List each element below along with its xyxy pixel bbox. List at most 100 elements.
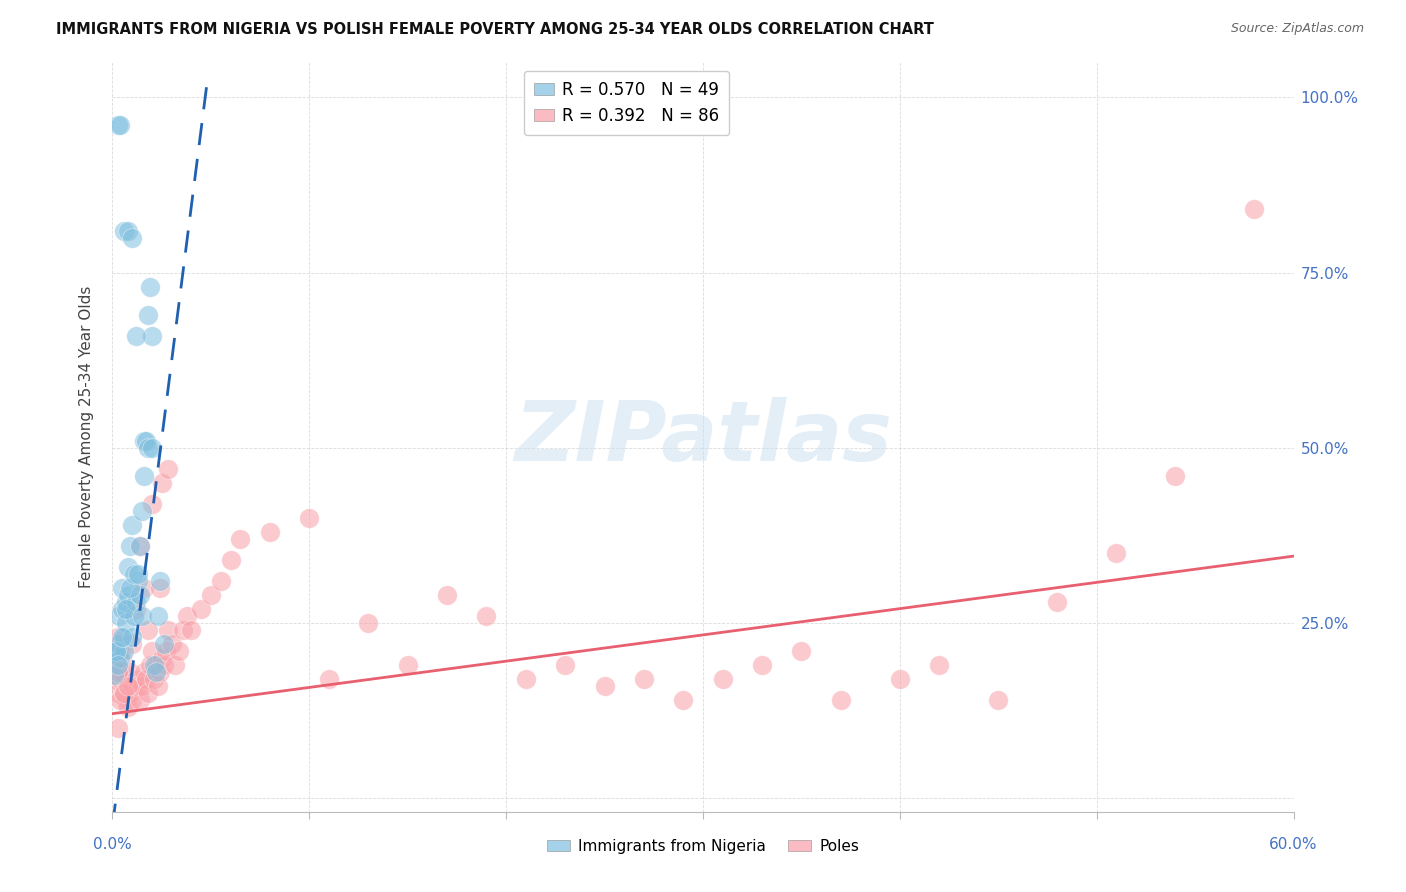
Point [1164, 468, 1187, 483]
Text: Source: ZipAtlas.com: Source: ZipAtlas.com [1230, 22, 1364, 36]
Point [141, 643, 163, 657]
Point [169, 643, 191, 657]
Point [107, 119, 129, 133]
Point [132, 581, 155, 595]
Point [105, 650, 128, 665]
Point [259, 524, 281, 539]
Point [107, 657, 129, 672]
Point [110, 650, 132, 665]
Point [1243, 202, 1265, 217]
Point [111, 650, 134, 665]
Point [120, 539, 142, 553]
Point [200, 588, 222, 602]
Point [1105, 546, 1128, 560]
Point [108, 608, 131, 623]
Point [129, 539, 152, 553]
Point [298, 510, 321, 524]
Point [125, 328, 148, 343]
Point [121, 230, 143, 244]
Point [146, 608, 169, 623]
Point [117, 559, 139, 574]
Point [129, 692, 152, 706]
Point [112, 672, 135, 686]
Point [129, 539, 152, 553]
Point [105, 643, 128, 657]
Point [112, 223, 135, 237]
Point [125, 594, 148, 608]
Point [139, 657, 162, 672]
Point [115, 594, 138, 608]
Point [112, 686, 135, 700]
Point [136, 623, 159, 637]
Point [150, 650, 173, 665]
Text: 60.0%: 60.0% [1270, 837, 1317, 852]
Point [112, 630, 135, 644]
Point [136, 441, 159, 455]
Point [103, 668, 125, 682]
Point [115, 692, 138, 706]
Point [475, 608, 498, 623]
Point [830, 692, 852, 706]
Point [593, 679, 616, 693]
Point [436, 588, 458, 602]
Point [127, 574, 149, 588]
Point [515, 672, 537, 686]
Point [141, 441, 163, 455]
Point [672, 692, 695, 706]
Point [145, 665, 167, 679]
Point [396, 657, 419, 672]
Point [131, 503, 153, 517]
Point [112, 643, 135, 657]
Point [127, 566, 149, 581]
Point [132, 665, 155, 679]
Point [121, 679, 143, 693]
Point [117, 672, 139, 686]
Point [120, 665, 142, 679]
Point [150, 475, 173, 490]
Point [136, 308, 159, 322]
Point [121, 630, 143, 644]
Point [149, 581, 172, 595]
Point [103, 672, 125, 686]
Point [156, 623, 179, 637]
Point [117, 223, 139, 237]
Point [121, 517, 143, 532]
Point [176, 608, 198, 623]
Point [117, 588, 139, 602]
Point [129, 588, 152, 602]
Point [149, 665, 172, 679]
Point [145, 657, 167, 672]
Point [111, 581, 134, 595]
Point [152, 637, 174, 651]
Point [190, 601, 212, 615]
Point [229, 532, 252, 546]
Point [633, 672, 655, 686]
Point [554, 657, 576, 672]
Point [111, 601, 134, 615]
Point [125, 601, 148, 615]
Point [751, 657, 773, 672]
Point [110, 692, 132, 706]
Point [111, 630, 134, 644]
Point [146, 679, 169, 693]
Point [135, 434, 157, 448]
Point [122, 608, 145, 623]
Point [149, 574, 172, 588]
Legend: Immigrants from Nigeria, Poles: Immigrants from Nigeria, Poles [541, 833, 865, 860]
Point [107, 637, 129, 651]
Point [135, 672, 157, 686]
Point [790, 643, 813, 657]
Point [110, 643, 132, 657]
Point [127, 679, 149, 693]
Point [142, 657, 165, 672]
Point [115, 601, 138, 615]
Point [318, 672, 340, 686]
Point [125, 672, 148, 686]
Point [165, 657, 187, 672]
Point [139, 279, 162, 293]
Point [121, 692, 143, 706]
Point [136, 686, 159, 700]
Point [357, 615, 380, 630]
Point [120, 686, 142, 700]
Point [152, 657, 174, 672]
